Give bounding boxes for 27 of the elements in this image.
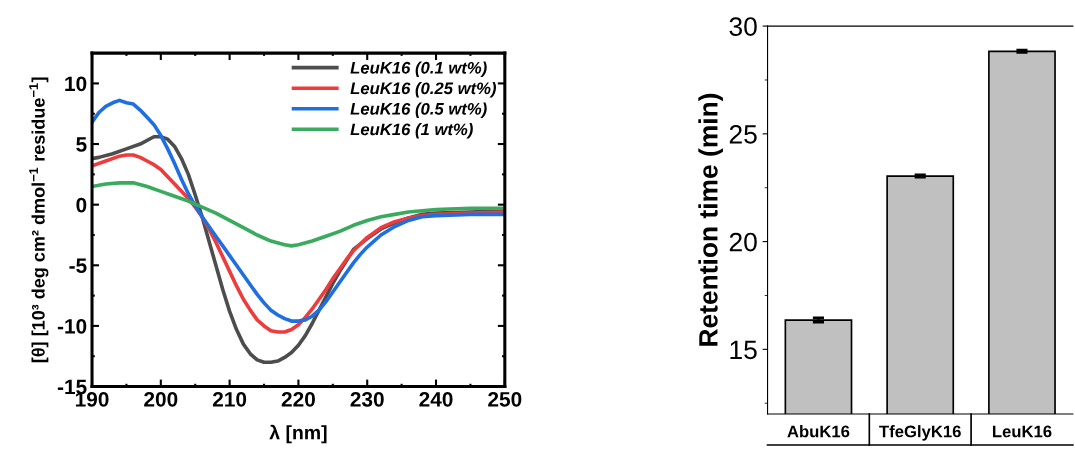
x-tick-label: 200: [144, 391, 178, 407]
x-tick-label: 240: [419, 391, 453, 407]
legend-label: LeuK16 (0.1 wt%): [350, 61, 487, 77]
y-tick-label: 30: [729, 17, 757, 36]
x-tick-label: 210: [212, 391, 247, 407]
line-series: [92, 98, 505, 323]
y-axis-title: [θ] [10³ deg cm² dmol$^{−1}$ residue$^{−1}$]: [29, 77, 49, 363]
y-tick-label: -5: [69, 258, 87, 274]
x-tick-label: LeuK16: [992, 425, 1052, 438]
x-tick-label: AbuK16: [787, 425, 850, 438]
y-tick-label: 20: [729, 232, 757, 252]
line-series: [92, 181, 505, 248]
y-axis-title: Retention time (min): [698, 93, 723, 346]
y-tick-label: 5: [76, 137, 87, 152]
y-tick-label: 15: [730, 340, 757, 360]
legend-label: LeuK16 (0.5 wt%): [350, 102, 487, 119]
y-tick-label: 10: [65, 76, 87, 92]
x-tick-label: 220: [281, 391, 315, 407]
y-tick-label: 25: [729, 124, 757, 144]
x-tick-label: 250: [488, 391, 522, 407]
legend-label: LeuK16 (1 wt%): [350, 123, 473, 139]
y-tick-label: 0: [76, 197, 87, 213]
x-tick-label: 230: [350, 391, 384, 407]
x-axis-title: λ [nm]: [269, 424, 327, 444]
legend-label: LeuK16 (0.25 wt%): [350, 81, 497, 98]
y-tick-label: -10: [57, 318, 87, 334]
x-tick-label: TfeGlyK16: [879, 425, 961, 441]
